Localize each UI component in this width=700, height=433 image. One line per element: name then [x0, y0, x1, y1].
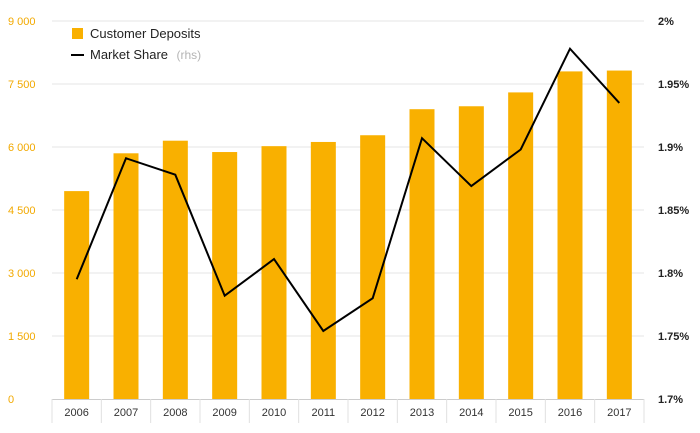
left-axis-tick-label: 9 000: [8, 16, 36, 28]
left-axis-tick-label: 7 500: [8, 79, 36, 91]
market-share-line: [75, 46, 621, 333]
right-axis-tick-label: 1.8%: [658, 268, 683, 280]
legend-label-market-share: Market Share (rhs): [90, 46, 201, 63]
x-axis-tick-label: 2008: [163, 407, 187, 419]
left-axis-tick-label: 1 500: [8, 331, 36, 343]
left-y-axis: 0 1 500 3 000 4 500 6 000 7 500 9 000: [8, 16, 36, 406]
right-axis-tick-label: 2%: [658, 16, 674, 28]
x-axis-tick-label: 2011: [312, 407, 336, 419]
bar-2015: [508, 92, 534, 400]
left-axis-tick-label: 4 500: [8, 205, 36, 217]
legend-swatch-customer-deposits: [72, 28, 83, 39]
legend: Customer Deposits Market Share (rhs): [71, 26, 201, 63]
legend-label-market-share-suffix: (rhs): [177, 48, 202, 62]
legend-label-market-share-name: Market Share: [90, 47, 168, 62]
x-axis-tick-label: 2017: [607, 407, 631, 419]
x-axis-tick-label: 2016: [558, 407, 582, 419]
x-axis: 2006 2007 2008 2009 2010 2011 2012 2013 2014 2015…: [51, 399, 645, 423]
deposit-bars: [64, 70, 632, 400]
left-axis-tick-label: 3 000: [8, 268, 36, 280]
bar-2017: [606, 70, 632, 399]
right-axis-tick-label: 1.95%: [658, 79, 689, 91]
bar-2011: [310, 141, 336, 399]
right-y-axis: 1.7% 1.75% 1.8% 1.85% 1.9% 1.95% 2%: [658, 16, 689, 406]
grid-lines: [52, 20, 644, 337]
market-share-line-group: [75, 46, 621, 333]
x-axis-tick-label: 2015: [508, 407, 532, 419]
x-axis-tick-label: 2012: [360, 407, 384, 419]
right-axis-tick-label: 1.85%: [658, 205, 689, 217]
bar-2013: [409, 109, 435, 399]
bar-2008: [162, 140, 188, 399]
bar-2016: [557, 71, 583, 400]
bar-2014: [458, 106, 484, 399]
left-axis-tick-label: 6 000: [8, 142, 36, 154]
x-axis-tick-label: 2010: [262, 407, 286, 419]
bar-2012: [360, 135, 386, 400]
right-axis-tick-label: 1.75%: [658, 331, 689, 343]
x-axis-tick-label: 2014: [459, 407, 483, 419]
right-axis-tick-label: 1.7%: [658, 394, 683, 406]
x-axis-tick-label: 2007: [114, 407, 138, 419]
bar-2007: [113, 153, 139, 399]
legend-label-customer-deposits: Customer Deposits: [90, 26, 201, 41]
right-axis-tick-label: 1.9%: [658, 142, 683, 154]
left-axis-tick-label: 0: [8, 394, 14, 406]
x-axis-tick-label: 2013: [410, 407, 434, 419]
x-axis-tick-label: 2009: [212, 407, 236, 419]
bar-2006: [64, 191, 90, 399]
x-axis-tick-label: 2006: [64, 407, 88, 419]
